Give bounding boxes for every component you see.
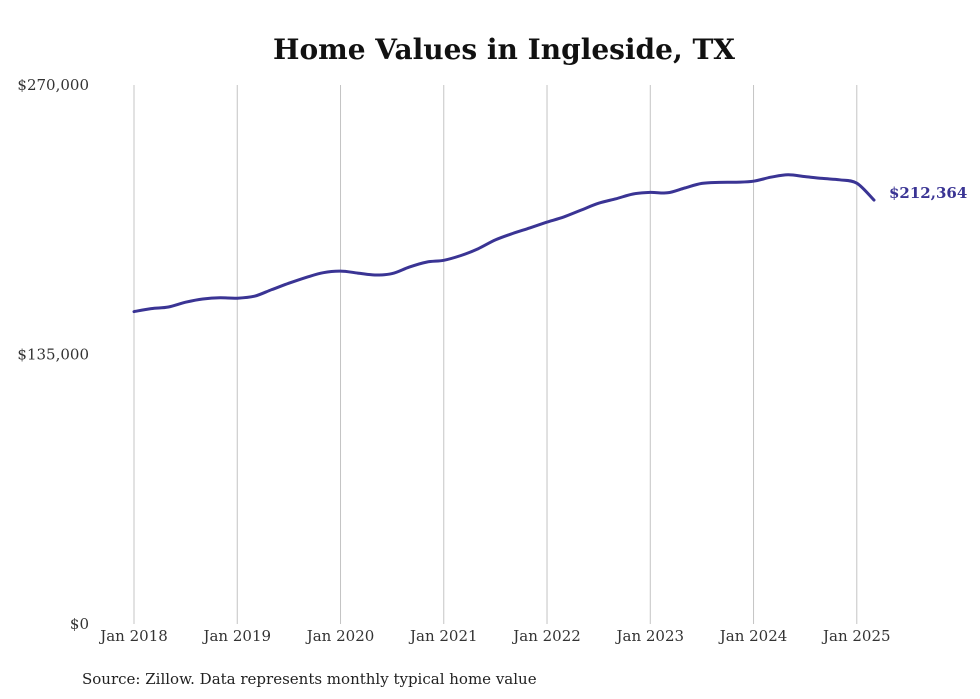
x-tick-label: Jan 2020 (305, 627, 375, 645)
chart-title: Home Values in Ingleside, TX (273, 33, 735, 66)
source-note: Source: Zillow. Data represents monthly … (82, 670, 537, 688)
y-tick-label: $270,000 (17, 76, 89, 94)
x-tick-label: Jan 2023 (614, 627, 684, 645)
grid-lines (133, 85, 858, 624)
x-tick-label: Jan 2018 (98, 627, 168, 645)
x-tick-label: Jan 2019 (201, 627, 271, 645)
series-line (132, 173, 876, 314)
end-value-label: $212,364 (889, 184, 967, 202)
x-tick-label: Jan 2021 (408, 627, 478, 645)
y-tick-label: $135,000 (17, 346, 89, 364)
series-lines (132, 173, 876, 314)
x-axis-tick-labels: Jan 2018 Jan 2019 Jan 2020 Jan 2021 Jan 2022… (98, 627, 890, 645)
x-tick-label: Jan 2022 (511, 627, 581, 645)
x-tick-label: Jan 2025 (821, 627, 891, 645)
y-tick-label: $0 (70, 615, 89, 633)
x-tick-label: Jan 2024 (718, 627, 788, 645)
y-axis-tick-labels: $0 $135,000 $270,000 (17, 76, 89, 633)
